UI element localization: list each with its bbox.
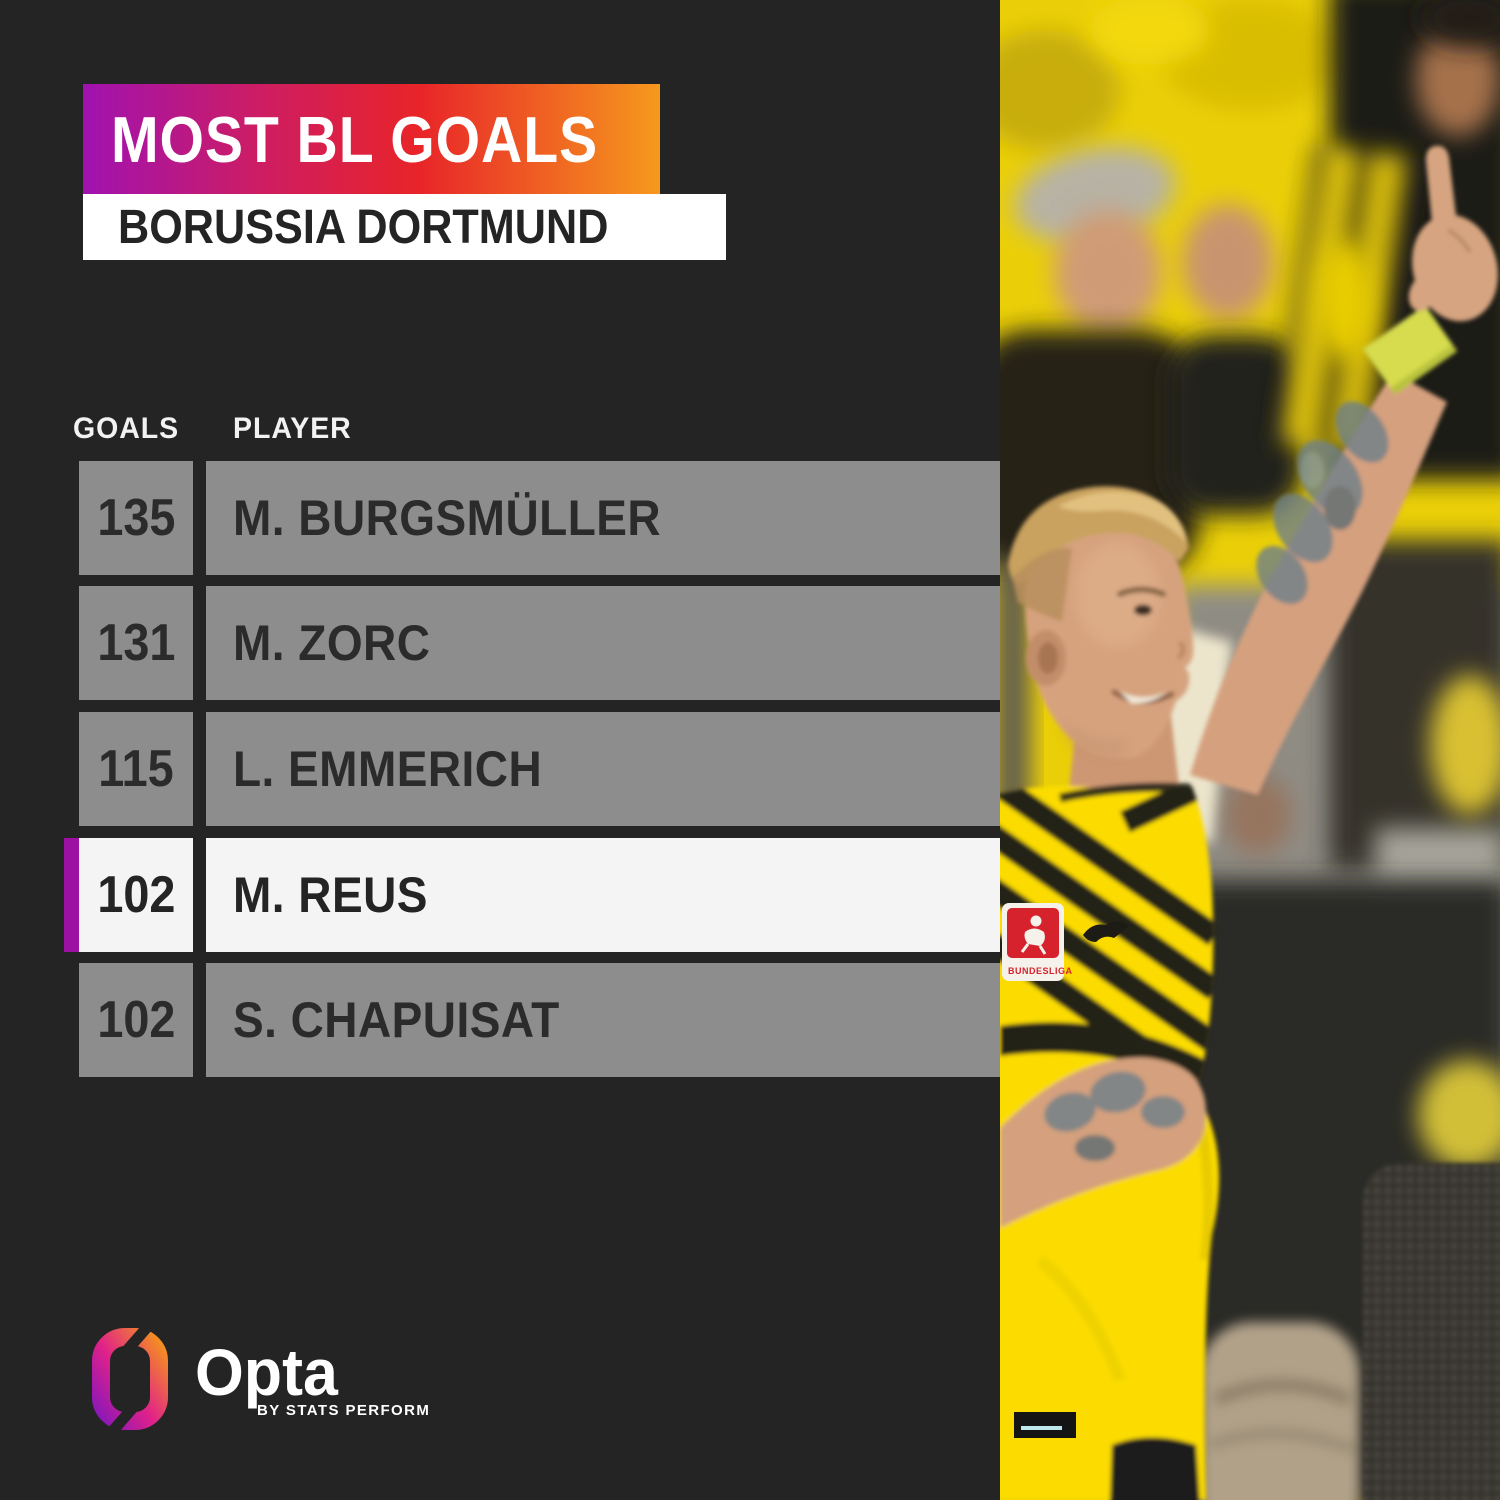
goals-cell: 102 bbox=[79, 838, 193, 952]
player-name: M. BURGSMÜLLER bbox=[233, 490, 662, 546]
blurred-seat bbox=[1200, 1322, 1360, 1500]
pointing-hand bbox=[1408, 145, 1498, 322]
subtitle-banner: BORUSSIA DORTMUND bbox=[83, 194, 726, 260]
player-name: S. CHAPUISAT bbox=[233, 992, 560, 1048]
goals-cell: 131 bbox=[79, 586, 193, 700]
player-name: M. ZORC bbox=[233, 615, 431, 671]
bundesliga-badge-icon: BUNDESLIGA bbox=[1002, 903, 1073, 981]
player-cell: M. ZORC bbox=[206, 586, 1000, 700]
opta-wordmark: Opta bbox=[195, 1335, 338, 1409]
player-head bbox=[1008, 486, 1194, 759]
table-row: 131 M. ZORC bbox=[0, 586, 1000, 700]
opta-logo-icon bbox=[92, 1328, 168, 1430]
table-row: 102 S. CHAPUISAT bbox=[0, 963, 1000, 1077]
player-name: L. EMMERICH bbox=[233, 741, 543, 797]
player-cell: L. EMMERICH bbox=[206, 712, 1000, 826]
highlight-accent-strip bbox=[64, 838, 79, 952]
opta-byline: BY STATS PERFORM bbox=[257, 1402, 431, 1419]
puma-logo-icon bbox=[1083, 921, 1129, 942]
goals-cell: 102 bbox=[79, 963, 193, 1077]
goals-value: 131 bbox=[96, 614, 176, 672]
table-row: 115 L. EMMERICH bbox=[0, 712, 1000, 826]
player-column-header: PLAYER bbox=[233, 412, 352, 445]
svg-text:BUNDESLIGA: BUNDESLIGA bbox=[1008, 966, 1073, 976]
table-row: 135 M. BURGSMÜLLER bbox=[0, 461, 1000, 575]
player-photo: BUNDESLIGA bbox=[1000, 0, 1500, 1500]
team-name: BORUSSIA DORTMUND bbox=[118, 200, 609, 254]
page-title: MOST BL GOALS bbox=[111, 102, 599, 176]
player-figure bbox=[1000, 145, 1498, 1500]
player-cell: M. BURGSMÜLLER bbox=[206, 461, 1000, 575]
player-cell: M. REUS bbox=[206, 838, 1000, 952]
goals-value: 115 bbox=[98, 740, 174, 798]
crossed-forearm bbox=[1000, 1057, 1207, 1228]
stats-panel: MOST BL GOALS BORUSSIA DORTMUND GOALS PL… bbox=[0, 84, 1000, 1430]
goals-value: 102 bbox=[96, 866, 176, 924]
goals-column-header: GOALS bbox=[73, 412, 180, 445]
player-name: M. REUS bbox=[233, 867, 428, 923]
goals-value: 135 bbox=[96, 489, 176, 547]
arm-tattoo bbox=[1256, 401, 1389, 605]
goals-value: 102 bbox=[96, 991, 176, 1049]
player-cell: S. CHAPUISAT bbox=[206, 963, 1000, 1077]
shirt-hem-tag bbox=[1014, 1412, 1076, 1438]
goals-cell: 135 bbox=[79, 461, 193, 575]
table-row: 102 M. REUS bbox=[0, 838, 1000, 952]
goals-cell: 115 bbox=[79, 712, 193, 826]
raised-arm bbox=[1190, 372, 1447, 795]
title-banner: MOST BL GOALS bbox=[83, 84, 660, 194]
wristband bbox=[1362, 305, 1458, 395]
